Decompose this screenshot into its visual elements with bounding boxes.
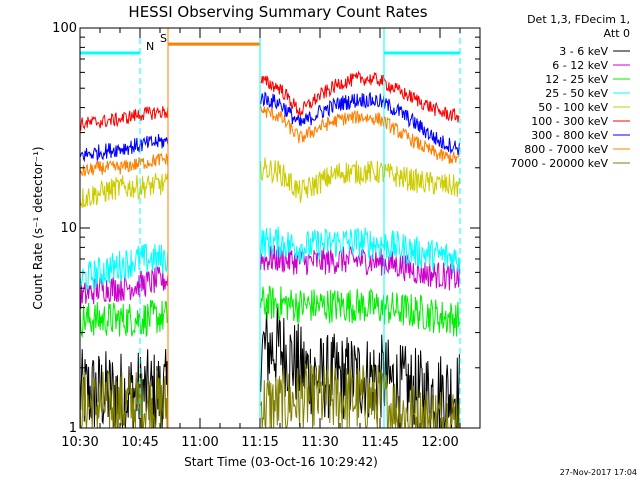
legend-label-12-25-kev: 12 - 25 keV: [545, 73, 608, 86]
series-line-12-25-kev-seg-0: [79, 299, 169, 339]
legend-header-line-2: Att 0: [604, 27, 630, 40]
series-line-800-7000-kev-seg-0: [79, 152, 169, 177]
y-tick-label-100: 100: [52, 21, 77, 36]
x-tick-label-0: 10:30: [61, 435, 98, 450]
series-line-100-300-kev-seg-0: [79, 106, 169, 131]
x-tick-label-4: 11:30: [301, 435, 338, 450]
x-tick-label-1: 10:45: [121, 435, 158, 450]
y-tick-label-10: 10: [60, 221, 77, 236]
series-line-6-12-kev-seg-1: [260, 245, 460, 291]
legend-label-800-7000-kev: 800 - 7000 keV: [524, 143, 608, 156]
x-tick-label-2: 11:00: [181, 435, 218, 450]
legend-label-7000-20000-kev: 7000 - 20000 keV: [510, 157, 608, 170]
y-axis-label: Count Rate (s⁻¹ detector⁻¹): [31, 146, 45, 309]
x-tick-label-3: 11:15: [241, 435, 278, 450]
legend-label-25-50-kev: 25 - 50 keV: [545, 87, 608, 100]
chart-title: HESSI Observing Summary Count Rates: [128, 3, 427, 21]
legend-label-3-6-kev: 3 - 6 keV: [559, 45, 608, 58]
series-line-50-100-kev-seg-0: [79, 172, 169, 209]
x-axis-label: Start Time (03-Oct-16 10:29:42): [184, 455, 378, 469]
series-line-300-800-kev-seg-0: [79, 134, 169, 163]
legend-header-line-1: Det 1,3, FDecim 1,: [527, 13, 630, 26]
series-line-6-12-kev-seg-0: [79, 265, 169, 310]
series-line-25-50-kev-seg-0: [79, 243, 169, 291]
y-tick-label-1: 1: [69, 421, 77, 436]
series-line-25-50-kev-seg-1: [260, 226, 460, 274]
series-line-50-100-kev-seg-1: [260, 157, 460, 203]
plot-area: NS 1 10 100 10:30 10:45 11:00 11:15 11:30 11:45 12…: [52, 21, 481, 450]
series-line-3-6-kev-seg-1: [260, 307, 460, 429]
flag-label-n: N: [146, 40, 154, 53]
legend-label-100-300-kev: 100 - 300 keV: [531, 115, 608, 128]
legend-label-300-800-kev: 300 - 800 keV: [531, 129, 608, 142]
footer-timestamp: 27-Nov-2017 17:04: [560, 468, 637, 477]
x-tick-label-5: 11:45: [361, 435, 398, 450]
series-line-7000-20000-kev-seg-1: [260, 363, 460, 429]
series-line-800-7000-kev-seg-1: [260, 105, 460, 164]
flag-label-s: S: [160, 32, 167, 45]
series-line-300-800-kev-seg-1: [260, 91, 460, 156]
legend-label-6-12-kev: 6 - 12 keV: [552, 59, 608, 72]
series-line-12-25-kev-seg-1: [260, 285, 460, 337]
series-line-100-300-kev-seg-1: [260, 70, 460, 123]
x-tick-label-6: 12:00: [421, 435, 458, 450]
legend-label-50-100-kev: 50 - 100 keV: [538, 101, 608, 114]
series-line-3-6-kev-seg-0: [79, 348, 169, 429]
series-line-7000-20000-kev-seg-0: [79, 370, 169, 429]
